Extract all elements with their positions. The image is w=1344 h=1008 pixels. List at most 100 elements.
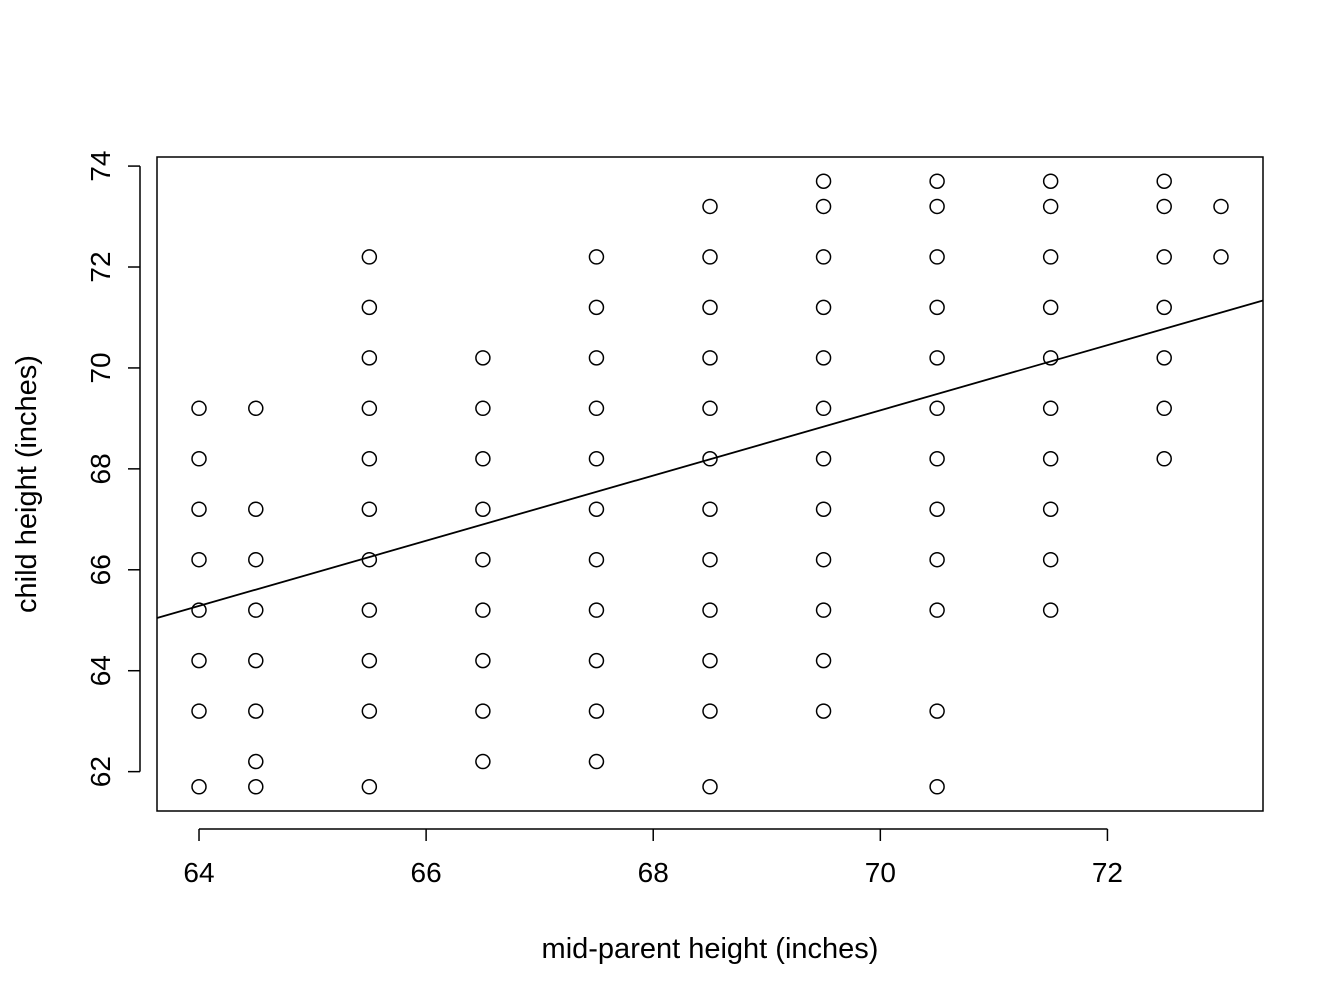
data-point (248, 602, 264, 618)
y-tick-label: 64 (85, 655, 116, 686)
data-point (1156, 350, 1172, 366)
data-point (815, 299, 832, 316)
data-point (588, 652, 605, 669)
data-point (588, 753, 605, 770)
data-point (815, 703, 832, 719)
data-point (1042, 451, 1059, 467)
data-point (1156, 299, 1172, 316)
data-point (1042, 551, 1059, 568)
data-point (361, 299, 378, 316)
data-point (929, 400, 945, 417)
data-point (815, 652, 832, 669)
data-point (702, 451, 718, 467)
data-point (1213, 198, 1229, 215)
data-point (361, 350, 378, 366)
data-point (191, 400, 207, 417)
data-point (588, 299, 605, 316)
data-point (702, 198, 718, 215)
x-tick-label: 72 (1092, 857, 1123, 888)
x-tick-label: 66 (411, 857, 442, 888)
data-point (1042, 198, 1059, 215)
x-tick-label: 70 (865, 857, 896, 888)
data-point (929, 703, 945, 719)
data-point (815, 451, 832, 467)
data-point (815, 602, 832, 618)
y-tick-label: 70 (85, 352, 116, 383)
data-point (475, 703, 491, 719)
data-point (815, 249, 832, 265)
regression-line (156, 299, 1264, 619)
data-point (929, 551, 945, 568)
data-point (191, 602, 207, 618)
data-point (191, 551, 207, 568)
data-point (815, 198, 832, 215)
data-point (1042, 501, 1059, 517)
data-point (361, 779, 378, 795)
x-tick-label: 64 (183, 857, 214, 888)
data-point (361, 451, 378, 467)
data-point (1156, 451, 1172, 467)
data-point (361, 249, 378, 265)
data-point (475, 350, 491, 366)
data-point (815, 350, 832, 366)
data-point (1042, 249, 1059, 265)
data-point (929, 779, 945, 795)
data-point (1042, 602, 1059, 618)
data-point (588, 350, 605, 366)
data-point (191, 652, 207, 669)
data-point (191, 779, 207, 795)
data-point (815, 501, 832, 517)
data-point (815, 400, 832, 417)
y-tick-label: 74 (85, 151, 116, 182)
data-point (929, 198, 945, 215)
data-point (815, 173, 832, 189)
data-point (475, 652, 491, 669)
data-point (588, 400, 605, 417)
data-point (702, 602, 718, 618)
data-point (929, 350, 945, 366)
data-point (1042, 350, 1059, 366)
data-point (588, 703, 605, 719)
data-point (361, 501, 378, 517)
data-point (929, 451, 945, 467)
data-point (1042, 400, 1059, 417)
data-point (248, 703, 264, 719)
data-point (929, 299, 945, 316)
y-tick-label: 72 (85, 251, 116, 282)
data-point (361, 703, 378, 719)
data-point (702, 350, 718, 366)
data-point (702, 249, 718, 265)
fit-layer (156, 299, 1264, 619)
points-layer (191, 173, 1229, 795)
plot-frame (156, 156, 1264, 812)
y-axis: 62 64 66 68 70 72 74 (85, 151, 141, 787)
data-point (361, 400, 378, 417)
data-point (1156, 173, 1172, 189)
data-point (588, 501, 605, 517)
data-point (1213, 249, 1229, 265)
data-point (475, 753, 491, 770)
x-tick-label: 68 (638, 857, 669, 888)
data-point (361, 652, 378, 669)
data-point (702, 779, 718, 795)
data-point (248, 652, 264, 669)
data-point (361, 602, 378, 618)
data-point (702, 299, 718, 316)
data-point (1156, 198, 1172, 215)
data-point (248, 400, 264, 417)
y-axis-title: child height (inches) (11, 355, 43, 613)
data-point (702, 400, 718, 417)
data-point (248, 551, 264, 568)
data-point (588, 451, 605, 467)
data-point (475, 451, 491, 467)
data-point (191, 451, 207, 467)
data-point (588, 602, 605, 618)
data-point (702, 703, 718, 719)
data-point (248, 753, 264, 770)
data-point (702, 551, 718, 568)
data-point (475, 501, 491, 517)
data-point (929, 173, 945, 189)
data-point (588, 249, 605, 265)
data-point (475, 400, 491, 417)
